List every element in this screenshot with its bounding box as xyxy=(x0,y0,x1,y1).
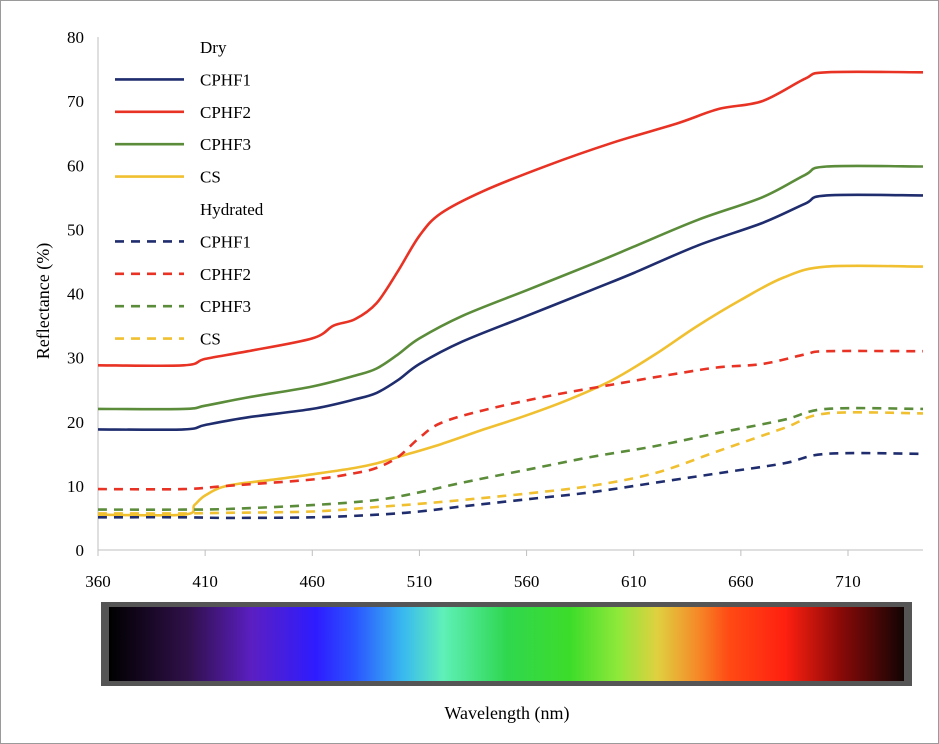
y-axis: 0 10 20 30 40 50 60 70 80 xyxy=(67,28,99,560)
x-tick-label: 460 xyxy=(300,572,326,591)
x-axis: 360 410 460 510 560 610 660 710 xyxy=(85,549,923,591)
legend: Dry CPHF1 CPHF2 CPHF3 CS Hydrated CPHF1 CPHF2 CP… xyxy=(115,38,264,349)
legend-label: CPHF1 xyxy=(200,70,251,89)
legend-label: CPHF3 xyxy=(200,135,251,154)
y-tick-label: 80 xyxy=(67,28,84,47)
x-axis-title: Wavelength (nm) xyxy=(444,703,569,724)
series-line-hydrated-cphf1 xyxy=(97,451,924,520)
y-tick-label: 20 xyxy=(67,413,84,432)
spectrum-bar-gradient xyxy=(109,607,904,681)
x-tick-label: 660 xyxy=(728,572,754,591)
legend-label: CS xyxy=(200,168,221,187)
x-tick-label: 510 xyxy=(407,572,433,591)
legend-label: CPHF2 xyxy=(200,103,251,122)
series-line-hydrated-cphf3 xyxy=(97,406,924,511)
y-tick-label: 70 xyxy=(67,92,84,111)
series-layer xyxy=(97,70,924,520)
legend-group-heading: Dry xyxy=(200,38,227,57)
y-tick-label: 50 xyxy=(67,220,84,239)
series-line-dry-cphf1 xyxy=(97,193,924,432)
legend-label: CS xyxy=(200,330,221,349)
legend-label: CPHF1 xyxy=(200,232,251,251)
y-tick-label: 60 xyxy=(67,156,84,175)
series-line-hydrated-cphf2 xyxy=(97,349,924,491)
series-line-dry-cs xyxy=(97,264,924,517)
x-tick-label: 410 xyxy=(192,572,218,591)
x-tick-label: 710 xyxy=(835,572,861,591)
legend-label: CPHF2 xyxy=(200,265,251,284)
x-tick-label: 610 xyxy=(621,572,647,591)
spectrum-bar xyxy=(101,602,912,686)
y-tick-label: 40 xyxy=(67,285,84,304)
series-line-dry-cphf2 xyxy=(97,70,924,368)
series-line-hydrated-cs xyxy=(97,411,924,515)
y-tick-label: 30 xyxy=(67,349,84,368)
legend-label: CPHF3 xyxy=(200,297,251,316)
legend-group-heading: Hydrated xyxy=(200,200,264,219)
x-tick-label: 560 xyxy=(514,572,540,591)
y-tick-label: 10 xyxy=(67,477,84,496)
series-line-dry-cphf3 xyxy=(97,164,924,411)
y-tick-label: 0 xyxy=(76,541,85,560)
y-axis-title: Reflectance (%) xyxy=(33,243,54,359)
x-tick-label: 360 xyxy=(85,572,111,591)
